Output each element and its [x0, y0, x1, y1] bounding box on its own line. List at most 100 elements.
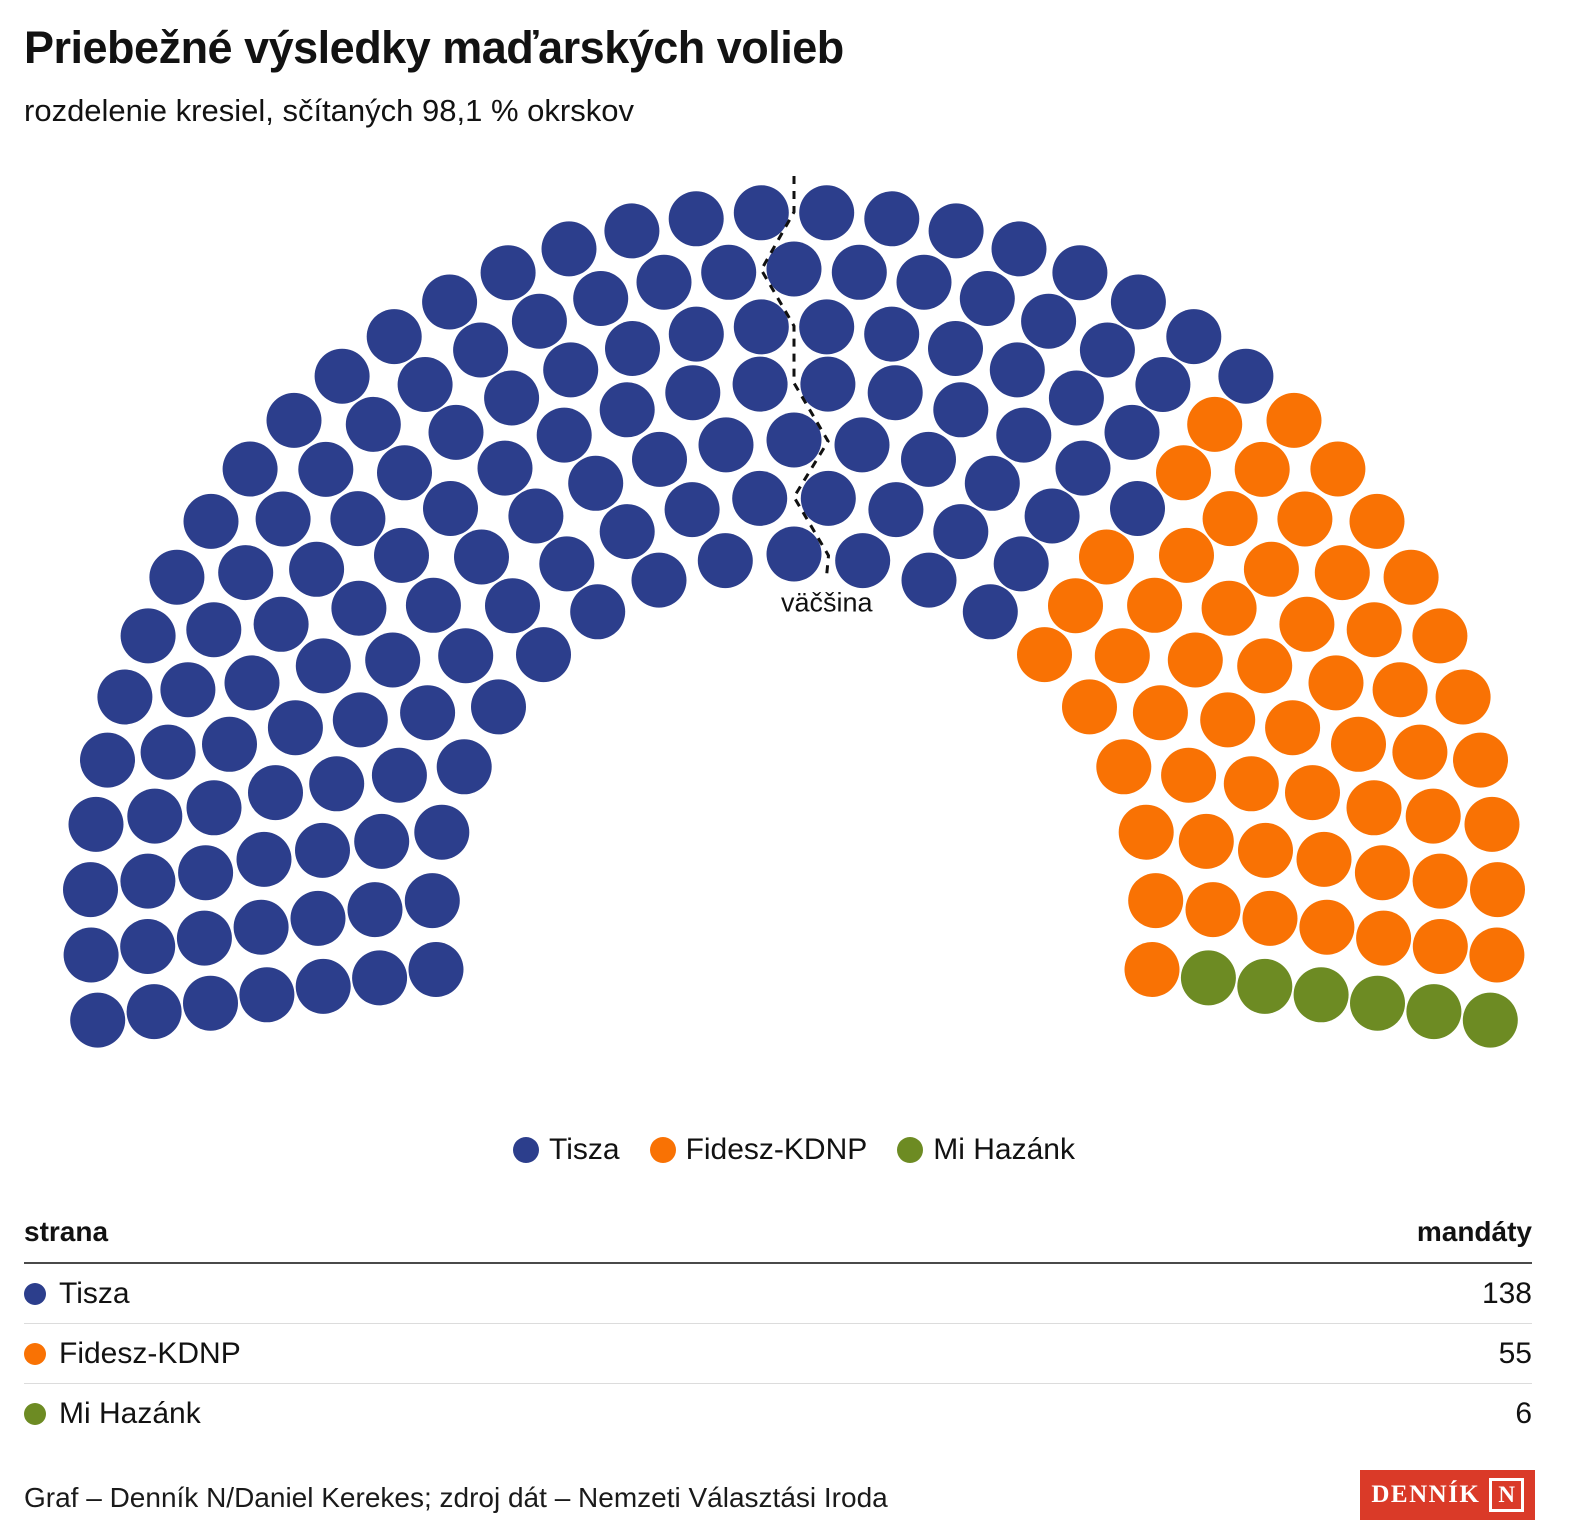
seat-dot [354, 813, 410, 869]
seat-dot [1406, 984, 1462, 1040]
seat-dot [668, 306, 724, 362]
seat-dot [605, 321, 660, 376]
seat-dot [63, 927, 119, 983]
seat-dot [799, 185, 855, 241]
seat-dot [1412, 853, 1468, 909]
seat-dot [414, 804, 470, 860]
seat-dot [1223, 756, 1279, 812]
seat-dot [1110, 481, 1165, 536]
table-row: Tisza 138 [24, 1264, 1532, 1324]
seat-dot [1464, 796, 1520, 852]
seat-dot [438, 628, 494, 684]
seat-dot [1159, 527, 1214, 583]
seat-dot [732, 470, 788, 526]
seat-dot [1238, 822, 1293, 878]
seat-dot [573, 271, 629, 326]
seat-dot [668, 191, 724, 247]
seat-dot [835, 533, 891, 589]
seat-dot [97, 669, 153, 725]
seat-dot [928, 203, 984, 259]
seat-dot [436, 739, 492, 795]
seat-dot [1331, 716, 1386, 772]
seat-dot [1218, 348, 1274, 404]
seat-dot [541, 221, 597, 277]
seat-dot [1202, 491, 1258, 547]
seat-dot [1285, 765, 1340, 821]
seat-dot [632, 431, 687, 487]
seat-dot [665, 365, 721, 421]
seat-dot [1412, 608, 1468, 664]
seat-dot [477, 440, 533, 496]
seat-dot [604, 203, 660, 259]
seat-dot [539, 536, 595, 592]
seat-dot [962, 584, 1018, 640]
row-value: 55 [1498, 1336, 1532, 1370]
seat-dot [701, 244, 757, 300]
dennikn-logo-letter: N [1489, 1478, 1524, 1513]
seat-dot [484, 370, 540, 426]
seat-dot [928, 321, 983, 376]
seat-dot [428, 404, 484, 460]
seat-dot [1237, 638, 1293, 694]
seat-dot [345, 396, 401, 452]
row-label: Mi Hazánk [59, 1397, 201, 1430]
seat-dot [1412, 919, 1468, 974]
seat-dot [233, 899, 289, 955]
legend-swatch-tisza [513, 1137, 539, 1163]
row-value: 6 [1515, 1397, 1532, 1430]
legend: Tisza Fidesz-KDNP Mi Hazánk [0, 1133, 1588, 1167]
seat-dot [864, 191, 920, 247]
parliament-chart: väčšina [63, 176, 1525, 1048]
seat-dot [1405, 788, 1461, 844]
seat-dot [1021, 293, 1077, 349]
seat-dot [120, 853, 176, 909]
seat-dot [1296, 831, 1352, 887]
seat-dot [1127, 577, 1183, 633]
seat-dot [423, 481, 478, 536]
legend-item-fidesz: Fidesz-KDNP [649, 1133, 867, 1167]
seat-dot [1372, 662, 1428, 718]
seat-dot [996, 407, 1052, 463]
credit-line: Graf – Denník N/Daniel Kerekes; zdroj dá… [24, 1482, 888, 1513]
seat-dot [864, 306, 920, 362]
seat-dot [295, 822, 350, 878]
legend-item-mihazank: Mi Hazánk [897, 1133, 1075, 1167]
seat-dot [1277, 491, 1333, 547]
seat-dot [1017, 627, 1072, 683]
seat-dot [766, 412, 822, 468]
legend-swatch-fidesz [649, 1137, 676, 1163]
seat-dot [374, 527, 429, 583]
seat-dot [1237, 958, 1293, 1014]
seat-dot [1062, 679, 1117, 735]
seat-dot [536, 407, 592, 463]
seat-dot [1128, 873, 1184, 929]
seat-dot [1470, 862, 1525, 918]
seat-dot [1132, 685, 1188, 741]
table-row: Mi Hazánk 6 [24, 1384, 1532, 1444]
seat-dot [454, 529, 509, 585]
seat-dot [697, 533, 753, 589]
header: Priebežné výsledky maďarských volieb roz… [24, 22, 1564, 129]
seat-dot [480, 245, 536, 301]
seat-dot [126, 984, 182, 1040]
seat-dot [80, 732, 135, 788]
seat-dot [1266, 392, 1322, 448]
seat-dot [1383, 549, 1439, 605]
row-swatch-mihazank [24, 1403, 46, 1425]
seat-dot [314, 348, 370, 404]
seat-dot [1180, 950, 1236, 1006]
majority-label: väčšina [781, 588, 874, 618]
seat-dot [1435, 669, 1491, 725]
seat-dot [222, 441, 278, 497]
seat-dot [405, 577, 461, 633]
seat-dot [408, 942, 464, 997]
legend-label-mihazank: Mi Hazánk [933, 1133, 1075, 1166]
seat-dot [236, 831, 292, 887]
seat-dot [400, 685, 456, 741]
seat-dot [1314, 545, 1370, 601]
row-label: Tisza [59, 1276, 130, 1310]
seat-dot [799, 299, 855, 355]
seat-dot [1187, 396, 1243, 452]
seat-dot [1243, 541, 1299, 597]
seat-dot [1104, 404, 1160, 460]
